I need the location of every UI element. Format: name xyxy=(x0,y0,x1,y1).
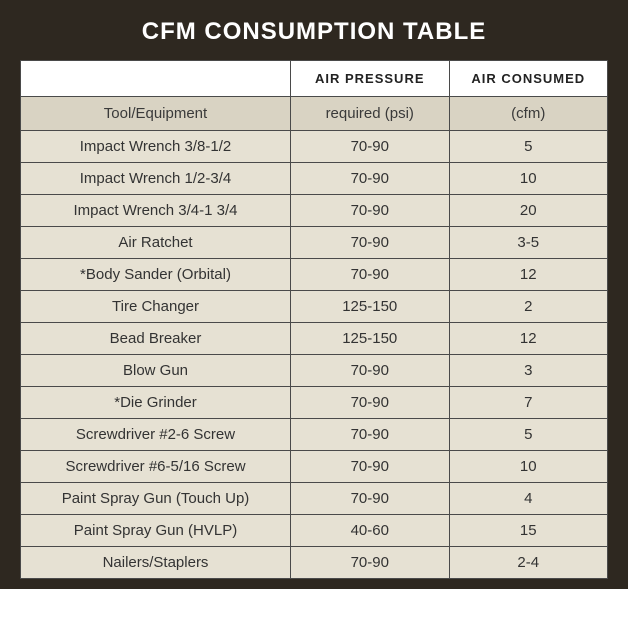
cell-tool: Bead Breaker xyxy=(21,323,291,355)
cell-tool: Screwdriver #2-6 Screw xyxy=(21,419,291,451)
table-row: Bead Breaker125-15012 xyxy=(21,323,608,355)
table-row: *Body Sander (Orbital)70-9012 xyxy=(21,259,608,291)
cell-cfm: 12 xyxy=(449,259,608,291)
cell-cfm: 2-4 xyxy=(449,547,608,579)
cell-psi: 70-90 xyxy=(291,259,449,291)
header-blank xyxy=(21,61,291,97)
cell-psi: 125-150 xyxy=(291,323,449,355)
table-row: Screwdriver #6-5/16 Screw70-9010 xyxy=(21,451,608,483)
table-row: Tire Changer125-1502 xyxy=(21,291,608,323)
cell-tool: Tire Changer xyxy=(21,291,291,323)
cell-psi: 70-90 xyxy=(291,355,449,387)
cell-psi: 70-90 xyxy=(291,419,449,451)
cell-tool: Paint Spray Gun (HVLP) xyxy=(21,515,291,547)
cell-cfm: 10 xyxy=(449,451,608,483)
subheader-cfm: (cfm) xyxy=(449,97,608,131)
cell-cfm: 3 xyxy=(449,355,608,387)
cell-tool: Impact Wrench 1/2-3/4 xyxy=(21,163,291,195)
cell-tool: *Die Grinder xyxy=(21,387,291,419)
cell-psi: 70-90 xyxy=(291,195,449,227)
cell-psi: 125-150 xyxy=(291,291,449,323)
table-row: Impact Wrench 3/8-1/270-905 xyxy=(21,131,608,163)
cell-cfm: 3-5 xyxy=(449,227,608,259)
header-air-pressure: AIR PRESSURE xyxy=(291,61,449,97)
cell-tool: Impact Wrench 3/4-1 3/4 xyxy=(21,195,291,227)
subheader-row: Tool/Equipment required (psi) (cfm) xyxy=(21,97,608,131)
cell-psi: 70-90 xyxy=(291,547,449,579)
subheader-psi: required (psi) xyxy=(291,97,449,131)
cell-psi: 70-90 xyxy=(291,483,449,515)
cell-psi: 40-60 xyxy=(291,515,449,547)
table-row: Paint Spray Gun (Touch Up)70-904 xyxy=(21,483,608,515)
table-row: Air Ratchet70-903-5 xyxy=(21,227,608,259)
cell-cfm: 5 xyxy=(449,419,608,451)
table-row: *Die Grinder70-907 xyxy=(21,387,608,419)
header-air-consumed: AIR CONSUMED xyxy=(449,61,608,97)
table-body: Impact Wrench 3/8-1/270-905Impact Wrench… xyxy=(21,131,608,579)
cell-tool: *Body Sander (Orbital) xyxy=(21,259,291,291)
cell-cfm: 12 xyxy=(449,323,608,355)
cell-psi: 70-90 xyxy=(291,163,449,195)
cell-cfm: 20 xyxy=(449,195,608,227)
cell-cfm: 10 xyxy=(449,163,608,195)
cell-tool: Impact Wrench 3/8-1/2 xyxy=(21,131,291,163)
cell-cfm: 5 xyxy=(449,131,608,163)
table-row: Paint Spray Gun (HVLP)40-6015 xyxy=(21,515,608,547)
cell-tool: Nailers/Staplers xyxy=(21,547,291,579)
cfm-table: AIR PRESSURE AIR CONSUMED Tool/Equipment… xyxy=(20,60,608,579)
table-row: Blow Gun70-903 xyxy=(21,355,608,387)
cell-psi: 70-90 xyxy=(291,387,449,419)
cell-psi: 70-90 xyxy=(291,227,449,259)
cell-tool: Paint Spray Gun (Touch Up) xyxy=(21,483,291,515)
cell-tool: Air Ratchet xyxy=(21,227,291,259)
table-row: Screwdriver #2-6 Screw70-905 xyxy=(21,419,608,451)
cell-cfm: 4 xyxy=(449,483,608,515)
table-row: Impact Wrench 3/4-1 3/470-9020 xyxy=(21,195,608,227)
table-row: Nailers/Staplers70-902-4 xyxy=(21,547,608,579)
page-title: CFM CONSUMPTION TABLE xyxy=(20,18,608,46)
cell-psi: 70-90 xyxy=(291,451,449,483)
cell-tool: Blow Gun xyxy=(21,355,291,387)
cell-cfm: 7 xyxy=(449,387,608,419)
table-container: CFM CONSUMPTION TABLE AIR PRESSURE AIR C… xyxy=(0,0,628,589)
cell-psi: 70-90 xyxy=(291,131,449,163)
table-row: Impact Wrench 1/2-3/470-9010 xyxy=(21,163,608,195)
subheader-tool: Tool/Equipment xyxy=(21,97,291,131)
cell-tool: Screwdriver #6-5/16 Screw xyxy=(21,451,291,483)
cell-cfm: 15 xyxy=(449,515,608,547)
header-row: AIR PRESSURE AIR CONSUMED xyxy=(21,61,608,97)
cell-cfm: 2 xyxy=(449,291,608,323)
